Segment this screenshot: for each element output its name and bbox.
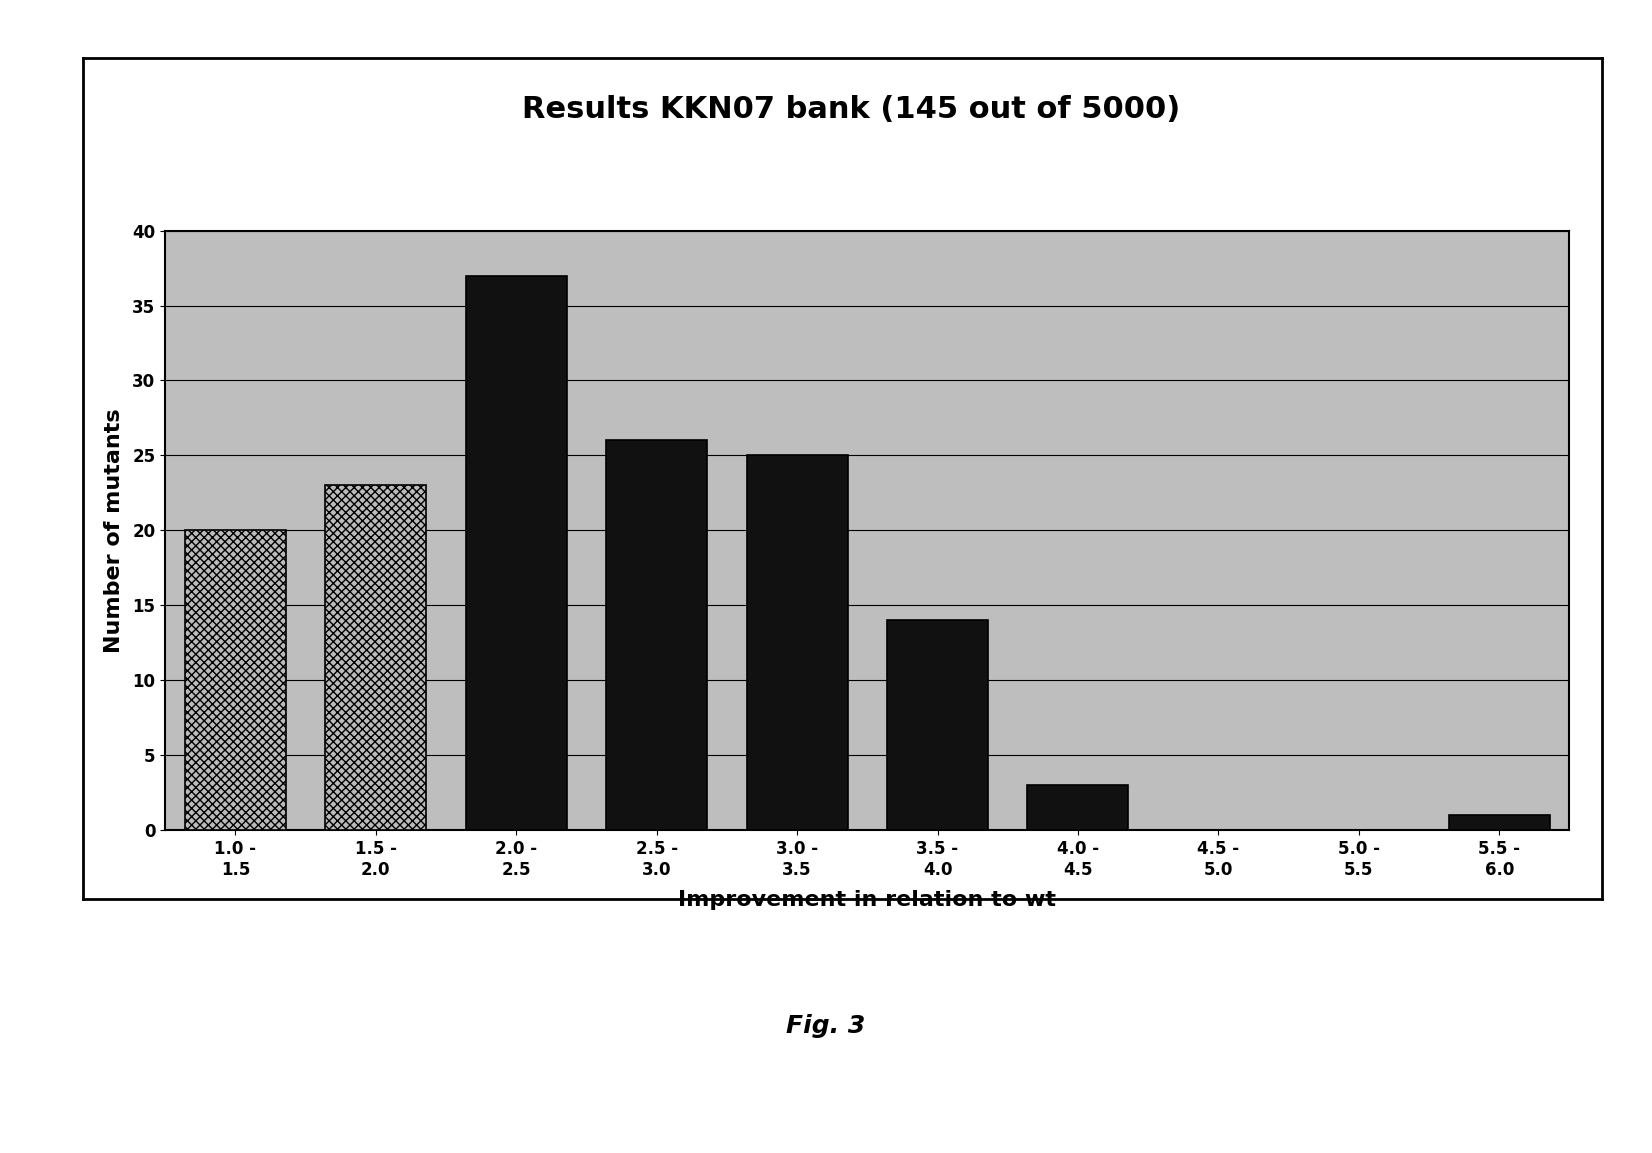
X-axis label: Improvement in relation to wt: Improvement in relation to wt: [679, 890, 1056, 910]
Bar: [466, 276, 567, 830]
Text: Fig. 3: Fig. 3: [786, 1015, 866, 1038]
Bar: [165, 680, 1569, 755]
Bar: [185, 530, 286, 830]
Bar: [606, 440, 707, 830]
Bar: [325, 485, 426, 830]
Bar: [165, 156, 1569, 231]
Bar: [165, 755, 1569, 830]
Bar: [165, 605, 1569, 680]
Bar: [165, 380, 1569, 455]
Bar: [887, 620, 988, 830]
Bar: [165, 231, 1569, 306]
Bar: [165, 306, 1569, 380]
Y-axis label: Number of mutants: Number of mutants: [104, 408, 124, 653]
Text: Results KKN07 bank (145 out of 5000): Results KKN07 bank (145 out of 5000): [522, 95, 1180, 125]
Bar: [1028, 785, 1128, 830]
Bar: [747, 455, 847, 830]
Bar: [165, 530, 1569, 605]
Bar: [1449, 815, 1550, 830]
Bar: [165, 455, 1569, 530]
